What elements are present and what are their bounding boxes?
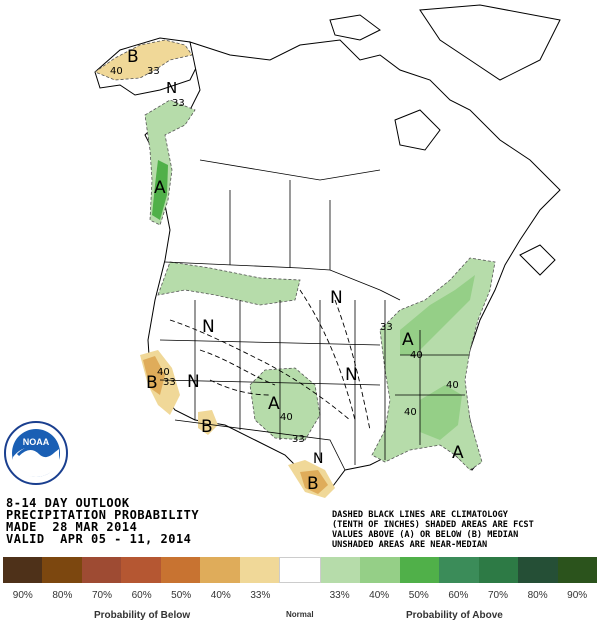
legend-percent-label: 33% bbox=[329, 590, 350, 601]
contour-label: 33 bbox=[292, 434, 305, 445]
contour-labels: 40 33 33 40 33 40 33 33 40 40 40 bbox=[110, 66, 459, 445]
legend-swatch bbox=[399, 557, 440, 583]
contour-label: 33 bbox=[172, 98, 185, 109]
legend-swatch bbox=[200, 557, 240, 583]
outlook-title: 8-14 DAY OUTLOOK bbox=[6, 496, 130, 510]
region-label: A bbox=[268, 394, 280, 414]
above-areas bbox=[144, 99, 496, 471]
region-label: N bbox=[330, 288, 343, 308]
above-area-east-core bbox=[400, 275, 475, 355]
region-label: N bbox=[166, 79, 177, 97]
below-areas bbox=[94, 39, 335, 498]
region-label: A bbox=[402, 330, 414, 350]
legend-swatch bbox=[279, 557, 321, 583]
region-label: N bbox=[313, 451, 323, 467]
contour-label: 40 bbox=[446, 380, 459, 391]
legend-percent-label: 50% bbox=[408, 590, 429, 601]
legend-swatch bbox=[439, 557, 479, 583]
note-line: VALUES ABOVE (A) OR BELOW (B) MEDIAN bbox=[332, 530, 519, 540]
region-label: N bbox=[345, 365, 358, 385]
land-outline bbox=[94, 4, 561, 491]
contour-label: 40 bbox=[157, 367, 170, 378]
below-area-california-core bbox=[143, 356, 165, 395]
outlook-info: 8-14 DAY OUTLOOK PRECIPITATION PROBABILI… bbox=[6, 497, 199, 545]
outlook-valid-dates: VALID APR 05 - 11, 2014 bbox=[6, 532, 192, 546]
region-label: N bbox=[202, 317, 215, 337]
contour-label: 40 bbox=[280, 412, 293, 423]
note-line: (TENTH OF INCHES) SHADED AREAS ARE FCST bbox=[332, 520, 534, 530]
region-label: A bbox=[452, 443, 464, 463]
note-line: UNSHADED AREAS ARE NEAR-MEDIAN bbox=[332, 540, 488, 550]
note-line: DASHED BLACK LINES ARE CLIMATOLOGY bbox=[332, 510, 508, 520]
contour-label: 33 bbox=[380, 322, 393, 333]
above-area-northern-tier bbox=[157, 261, 301, 306]
climatology-lines bbox=[169, 289, 371, 431]
contour-label: 33 bbox=[163, 377, 176, 388]
noaa-logo-icon: NOAA bbox=[4, 421, 68, 485]
contour-label: 33 bbox=[147, 66, 160, 77]
legend-percent-label: 60% bbox=[448, 590, 469, 601]
region-label: B bbox=[307, 474, 319, 494]
legend-swatch bbox=[478, 557, 519, 583]
above-area-east bbox=[371, 257, 496, 471]
contour-label: 40 bbox=[410, 350, 423, 361]
legend-percent-label: 50% bbox=[171, 590, 192, 601]
legend-percent-label: 70% bbox=[487, 590, 508, 601]
contour-label: 40 bbox=[110, 66, 123, 77]
legend-percent-label: 90% bbox=[12, 590, 33, 601]
legend-swatch bbox=[160, 557, 201, 583]
legend-swatch bbox=[320, 557, 361, 583]
legend-percent-label: 70% bbox=[91, 590, 112, 601]
legend-swatch bbox=[239, 557, 280, 583]
below-area-alaska bbox=[94, 39, 193, 81]
normal-label: Normal bbox=[286, 610, 314, 619]
legend-percent-label: 33% bbox=[250, 590, 271, 601]
legend-percent-label: 80% bbox=[527, 590, 548, 601]
below-area-new-mexico bbox=[198, 410, 218, 435]
legend-swatch bbox=[81, 557, 122, 583]
legend-percent-label: 40% bbox=[369, 590, 390, 601]
legend-percent-label: 40% bbox=[210, 590, 231, 601]
probability-color-bar bbox=[3, 557, 598, 583]
legend-swatch bbox=[3, 557, 43, 583]
legend-swatch bbox=[42, 557, 82, 583]
region-labels: B N A N B N B A N N A A N B bbox=[127, 47, 464, 494]
legend-percent-label: 60% bbox=[131, 590, 152, 601]
below-label: Probability of Below bbox=[94, 610, 191, 621]
region-label: B bbox=[127, 47, 139, 67]
region-label: N bbox=[187, 372, 200, 392]
outlook-variable: PRECIPITATION PROBABILITY bbox=[6, 508, 200, 522]
contour-label: 40 bbox=[404, 407, 417, 418]
region-label: B bbox=[146, 373, 158, 393]
above-area-pacific-nw-core bbox=[152, 160, 168, 220]
legend-swatch bbox=[360, 557, 400, 583]
legend-swatch bbox=[518, 557, 558, 583]
legend-swatch bbox=[557, 557, 598, 583]
legend-percent-label: 90% bbox=[567, 590, 588, 601]
legend-swatch bbox=[121, 557, 161, 583]
region-label: A bbox=[154, 178, 166, 198]
below-area-texas-core bbox=[300, 470, 328, 494]
above-label: Probability of Above bbox=[406, 610, 503, 621]
legend-percent-label: 80% bbox=[52, 590, 73, 601]
noaa-logo-text: NOAA bbox=[23, 437, 50, 447]
map-notes: DASHED BLACK LINES ARE CLIMATOLOGY (TENT… bbox=[332, 510, 598, 550]
above-area-southeast-core bbox=[420, 385, 462, 440]
political-borders bbox=[159, 159, 470, 471]
region-label: B bbox=[201, 417, 213, 437]
outlook-made-date: MADE 28 MAR 2014 bbox=[6, 520, 138, 534]
